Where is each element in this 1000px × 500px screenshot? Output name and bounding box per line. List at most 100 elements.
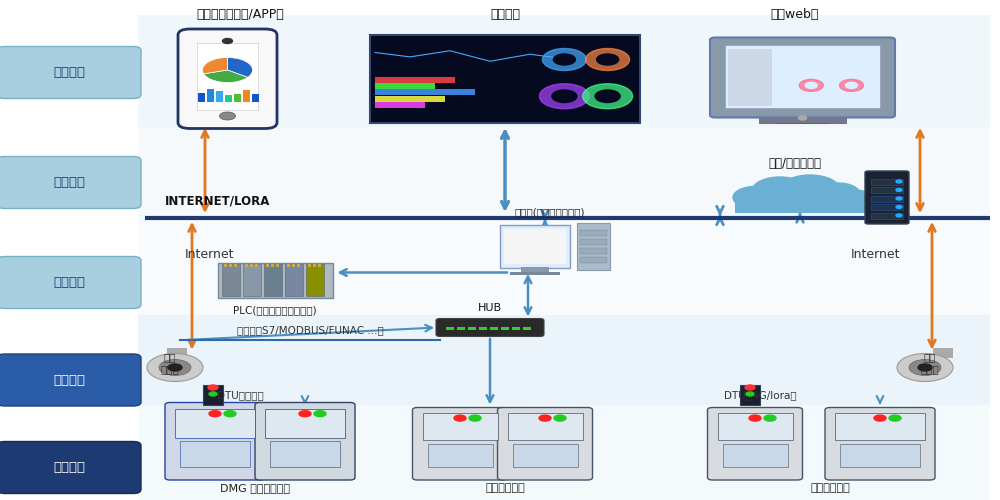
Bar: [375, 83, 435, 89]
Bar: [521, 266, 549, 274]
Text: 现场总线: 现场总线: [53, 374, 85, 386]
Text: 网络
摄像头: 网络 摄像头: [921, 352, 939, 374]
Wedge shape: [228, 58, 252, 78]
Bar: [725, 45, 880, 108]
Bar: [740, 385, 760, 405]
FancyBboxPatch shape: [0, 442, 141, 494]
Circle shape: [798, 116, 806, 120]
Circle shape: [896, 197, 902, 200]
Bar: [468, 326, 476, 330]
Circle shape: [780, 175, 840, 205]
Bar: [252, 94, 259, 102]
Bar: [580, 238, 607, 244]
Text: 现场设备: 现场设备: [53, 461, 85, 474]
Text: DTU（4G/lora）: DTU（4G/lora）: [724, 390, 796, 400]
Text: 应用展示: 应用展示: [53, 66, 85, 79]
Circle shape: [896, 180, 902, 183]
Circle shape: [209, 410, 221, 416]
Bar: [735, 198, 870, 212]
Bar: [276, 264, 278, 266]
Bar: [501, 326, 509, 330]
Bar: [198, 92, 205, 102]
Bar: [510, 272, 560, 275]
Circle shape: [539, 84, 589, 109]
Circle shape: [222, 38, 232, 44]
FancyBboxPatch shape: [255, 402, 355, 480]
Text: 云端/厂级服务器: 云端/厂级服务器: [768, 157, 822, 170]
Circle shape: [837, 190, 873, 208]
Circle shape: [159, 360, 191, 376]
FancyBboxPatch shape: [0, 256, 141, 308]
FancyBboxPatch shape: [436, 318, 544, 336]
Text: PLC(协议解析、数据汇总): PLC(协议解析、数据汇总): [233, 305, 317, 315]
Bar: [234, 94, 241, 102]
Bar: [264, 264, 282, 296]
Bar: [580, 248, 607, 254]
Bar: [138, 405, 990, 500]
FancyBboxPatch shape: [0, 354, 141, 406]
Bar: [580, 256, 607, 262]
Bar: [245, 264, 248, 266]
Circle shape: [874, 415, 886, 421]
Bar: [508, 414, 582, 440]
Text: HUB: HUB: [478, 303, 502, 313]
Bar: [297, 264, 300, 266]
Bar: [266, 264, 268, 266]
Bar: [234, 264, 237, 266]
Bar: [423, 414, 498, 440]
Bar: [500, 225, 570, 268]
Bar: [871, 187, 903, 193]
Circle shape: [897, 354, 953, 382]
Bar: [216, 92, 223, 102]
Circle shape: [208, 385, 218, 390]
Circle shape: [816, 183, 860, 205]
Bar: [306, 264, 324, 296]
Circle shape: [542, 48, 586, 70]
Circle shape: [586, 48, 630, 70]
Bar: [871, 196, 903, 202]
Bar: [270, 264, 274, 266]
FancyBboxPatch shape: [178, 29, 277, 128]
Text: INTERNET/LORA: INTERNET/LORA: [165, 194, 270, 207]
Text: 数据传输: 数据传输: [53, 176, 85, 189]
Bar: [224, 264, 227, 266]
Text: Internet: Internet: [850, 248, 900, 262]
Circle shape: [220, 112, 236, 120]
FancyBboxPatch shape: [498, 408, 592, 480]
Bar: [871, 204, 903, 210]
Text: DMG 五轴加工中心: DMG 五轴加工中心: [220, 484, 290, 494]
Bar: [270, 441, 340, 466]
Bar: [375, 90, 475, 96]
FancyBboxPatch shape: [710, 38, 895, 117]
Circle shape: [469, 415, 481, 421]
Bar: [313, 264, 316, 266]
Bar: [167, 348, 187, 358]
Bar: [375, 96, 445, 102]
Bar: [250, 264, 252, 266]
FancyBboxPatch shape: [413, 408, 508, 480]
Bar: [718, 414, 792, 440]
Bar: [318, 264, 321, 266]
Bar: [457, 326, 465, 330]
FancyBboxPatch shape: [865, 171, 909, 224]
Text: 友佳加工中心: 友佳加工中心: [485, 484, 525, 494]
Bar: [375, 102, 425, 107]
FancyBboxPatch shape: [165, 402, 265, 480]
Circle shape: [752, 177, 808, 205]
Bar: [759, 116, 846, 122]
Circle shape: [889, 415, 901, 421]
Circle shape: [799, 80, 823, 92]
Bar: [871, 212, 903, 218]
Circle shape: [454, 415, 466, 421]
Bar: [776, 114, 829, 122]
Bar: [175, 408, 255, 438]
Bar: [243, 264, 260, 296]
Circle shape: [597, 54, 619, 65]
Text: DTU（有线）: DTU（有线）: [217, 390, 263, 400]
Circle shape: [749, 415, 761, 421]
Bar: [932, 348, 952, 358]
Circle shape: [918, 364, 932, 371]
Bar: [254, 264, 258, 266]
Bar: [428, 444, 493, 468]
Circle shape: [299, 410, 311, 416]
